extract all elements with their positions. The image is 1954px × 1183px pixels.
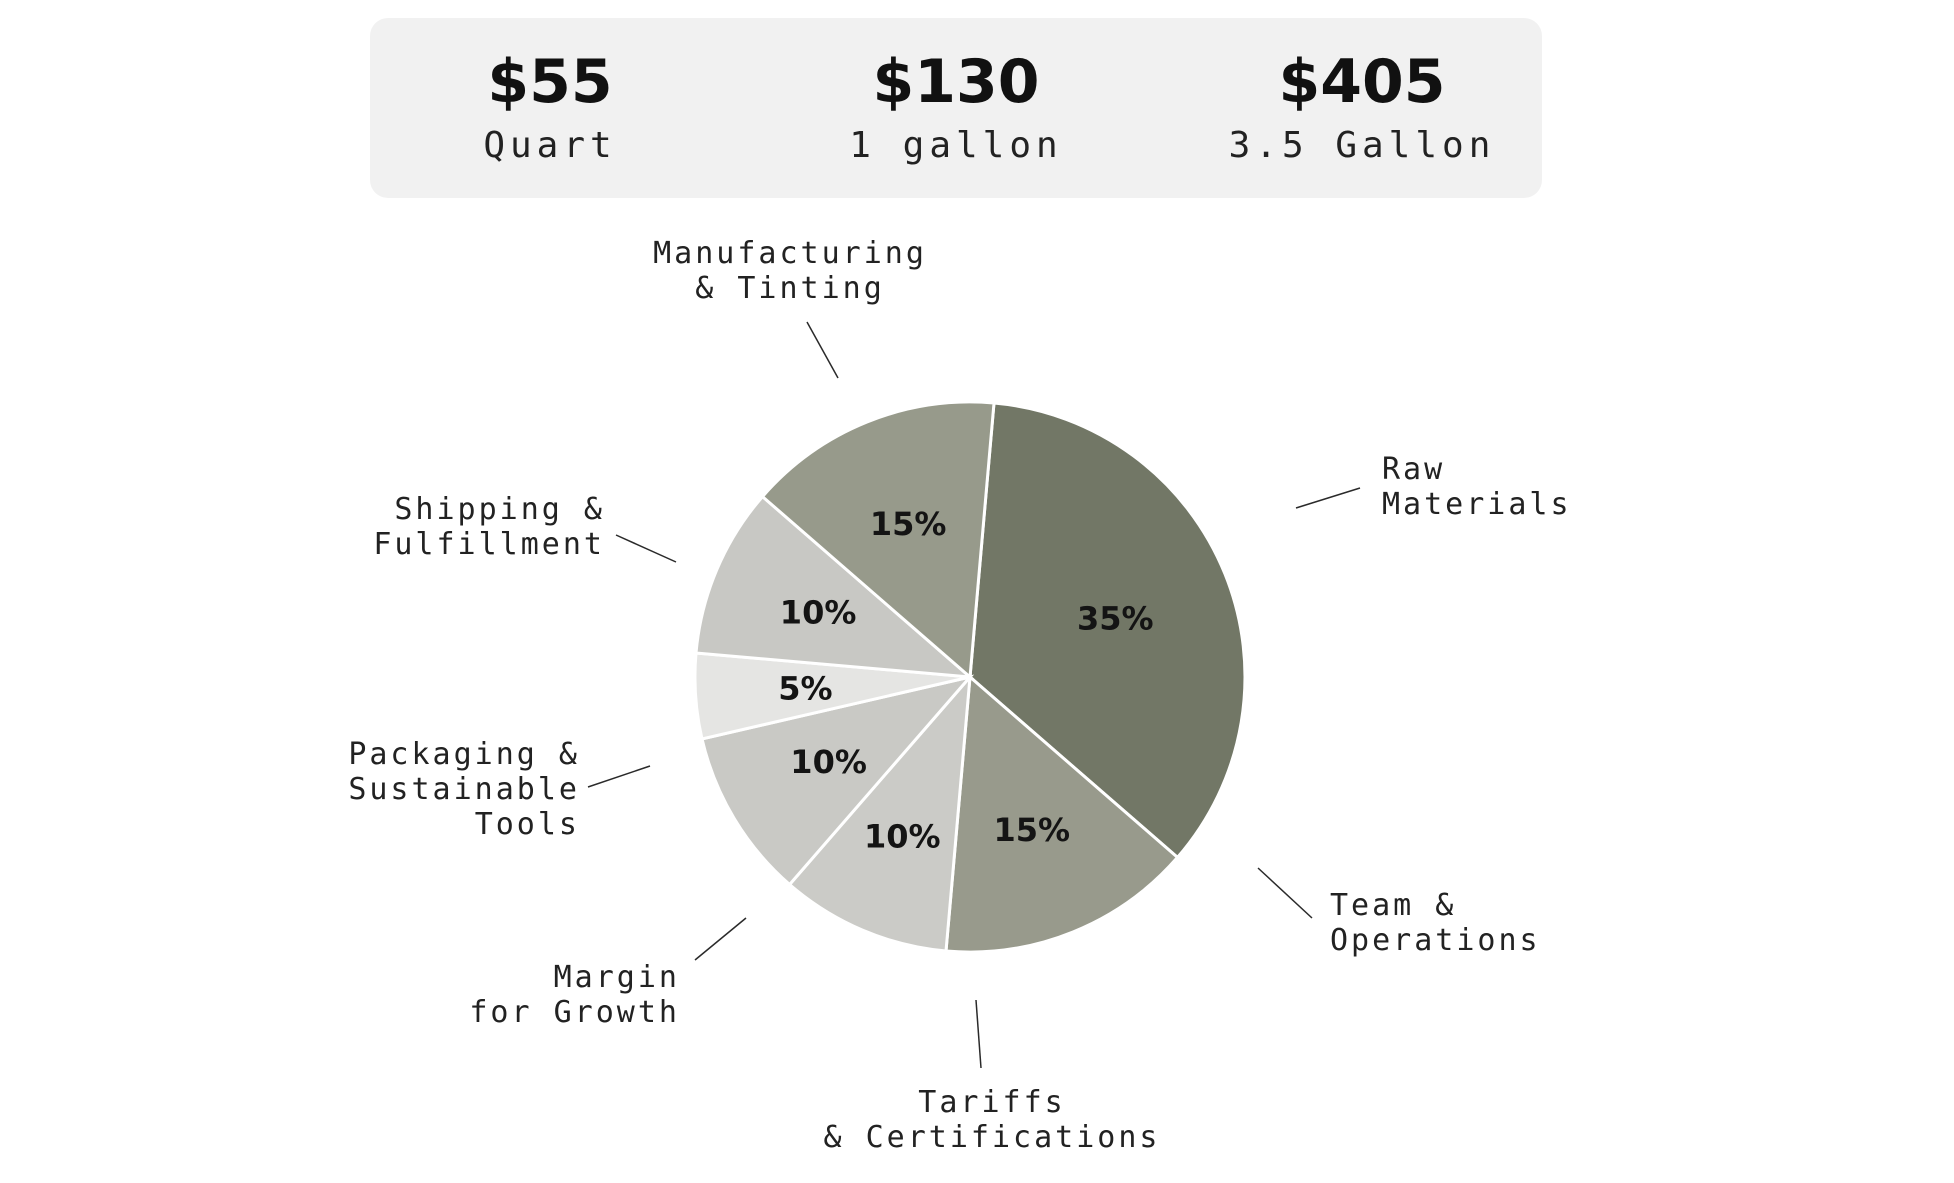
slice-manufacturing-tinting [760, 400, 996, 681]
percent-label-packaging-tools: 5% [778, 670, 832, 708]
slice-tariffs-certifications [787, 672, 972, 953]
percent-label-shipping-fulfillment: 10% [780, 594, 857, 632]
leader-line-tariffs-certifications [975, 999, 982, 1069]
percent-labels: 35% 15% 10% 10% 5% 10% 15% [778, 505, 1153, 856]
price-value: $405 [1278, 47, 1446, 117]
leader-line-shipping-fulfillment [615, 534, 677, 563]
price-quart: $55 Quart [370, 40, 730, 168]
percent-label-team-operations: 15% [994, 811, 1071, 849]
percent-label-tariffs-certifications: 10% [864, 818, 941, 856]
leader-line-manufacturing-tinting [806, 321, 839, 379]
price-label: 1 gallon [849, 125, 1063, 166]
slice-raw-materials [968, 401, 1247, 860]
leader-line-packaging-tools [587, 765, 651, 788]
price-3-5-gallon: $405 3.5 Gallon [1182, 40, 1542, 168]
percent-label-manufacturing-tinting: 15% [870, 505, 947, 543]
leader-line-team-operations [1257, 867, 1313, 919]
price-label: 3.5 Gallon [1228, 125, 1496, 166]
leader-lines [587, 321, 1361, 1069]
slice-margin-growth [700, 674, 975, 887]
price-value: $55 [487, 47, 613, 117]
price-label: Quart [483, 125, 617, 166]
percent-label-margin-growth: 10% [790, 743, 867, 781]
leader-line-raw-materials [1295, 487, 1361, 509]
label-tariffs-certifications: Tariffs & Certifications [823, 1085, 1161, 1155]
price-value: $130 [872, 47, 1040, 117]
price-panel: $55 Quart $130 1 gallon $405 3.5 Gallon [370, 18, 1542, 198]
label-manufacturing-tinting: Manufacturing & Tinting [653, 236, 927, 306]
label-packaging-tools: Packaging & Sustainable Tools [348, 737, 580, 842]
leader-line-margin-growth [694, 917, 747, 961]
label-margin-growth: Margin for Growth [469, 960, 680, 1030]
pie-slices [693, 400, 1247, 954]
slice-shipping-fulfillment [694, 494, 975, 679]
percent-label-raw-materials: 35% [1077, 599, 1154, 637]
label-team-operations: Team & Operations [1330, 888, 1541, 958]
price-gallon: $130 1 gallon [776, 40, 1136, 168]
label-raw-materials: Raw Materials [1382, 452, 1572, 522]
slice-team-operations [944, 673, 1180, 954]
label-shipping-fulfillment: Shipping & Fulfillment [373, 492, 605, 562]
